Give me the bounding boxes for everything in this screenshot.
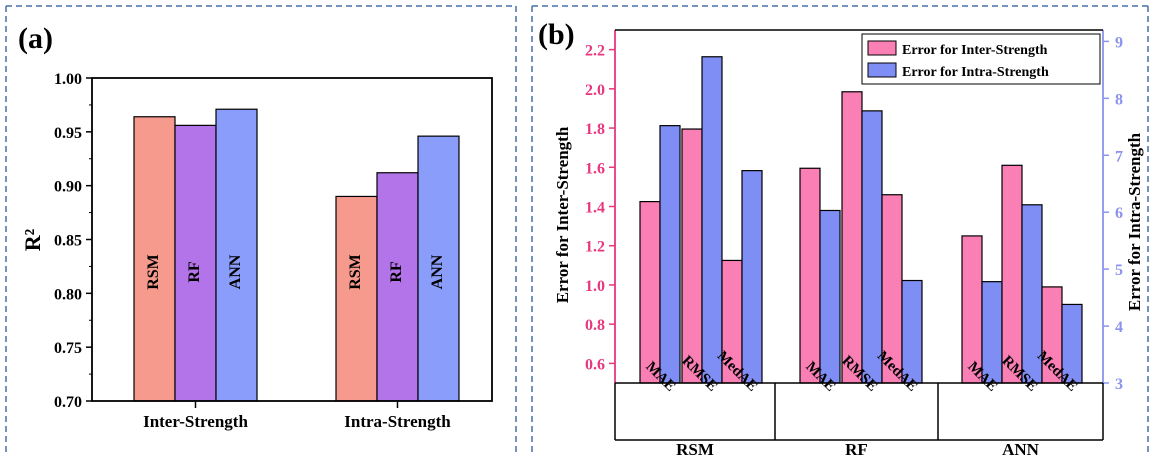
- bar-ann-1: [417, 135, 460, 402]
- y-tick-label-right: 3: [1115, 376, 1123, 393]
- y-tick-label-left: 1.8: [585, 121, 605, 138]
- bar-label: RF: [388, 261, 405, 283]
- bar-label: ANN: [429, 254, 446, 289]
- bar-rf-0: [174, 124, 217, 402]
- y-tick-label-right: 5: [1115, 262, 1123, 279]
- x-tick-label: Intra-Strength: [344, 412, 451, 431]
- y-tick-label: 0.80: [54, 286, 82, 303]
- panel-b: (b) 0.6 0.8 1.0 1.2 1.4 1.6 1.8 2.0 2.2 3 4 5 6 7 8 9 Err…: [538, 18, 1144, 459]
- y-tick-label-left: 0.8: [585, 317, 605, 334]
- y-tick-label-left: 0.6: [585, 356, 605, 373]
- bar-label: RSM: [347, 254, 364, 290]
- y-tick-label-right: 8: [1115, 91, 1123, 108]
- x-group-label: RSM: [676, 440, 714, 459]
- bar-intra-rsm-rmse: [701, 56, 723, 384]
- y-tick-label-left: 2.0: [585, 82, 605, 99]
- y-tick-label: 0.75: [54, 340, 82, 357]
- bar-label: RSM: [145, 254, 162, 290]
- panel-frames: [5, 5, 1149, 454]
- y-tick-label: 1.00: [54, 71, 82, 88]
- y-tick-label-left: 1.4: [585, 200, 605, 217]
- y-axis-label: R²: [20, 228, 45, 251]
- y-tick-label-left: 1.2: [585, 239, 605, 256]
- bar-ann-0: [215, 108, 258, 402]
- x-group-label: ANN: [1002, 440, 1040, 459]
- bar-label: ANN: [227, 254, 244, 289]
- bar-intra-rsm-medae: [741, 170, 763, 384]
- y-axis-label-right: Error for Intra-Strength: [1125, 132, 1144, 311]
- y-tick-label: 0.70: [54, 394, 82, 411]
- bar-rf-1: [376, 172, 419, 402]
- y-tick-label-right: 4: [1115, 319, 1123, 336]
- bar-inter-rf-mae: [799, 167, 821, 384]
- bar-label: RF: [186, 261, 203, 283]
- legend-label-intra: Error for Intra-Strength: [902, 65, 1049, 80]
- legend-box: [861, 33, 1101, 85]
- y-tick-label: 0.85: [54, 233, 82, 250]
- y-tick-label-right: 6: [1115, 205, 1123, 222]
- panel-b-label: (b): [538, 18, 575, 51]
- legend-swatch-inter: [867, 40, 897, 56]
- y-tick-label: 0.90: [54, 179, 82, 196]
- bar-intra-rsm-mae: [659, 125, 681, 384]
- plot-frame: [91, 77, 493, 402]
- bar-inter-rf-rmse: [841, 91, 863, 384]
- y-tick-label-left: 2.2: [585, 43, 605, 60]
- y-tick-label-left: 1.0: [585, 278, 605, 295]
- x-tick-label: Inter-Strength: [143, 412, 248, 431]
- y-tick-label: 0.95: [54, 125, 82, 142]
- legend: Error for Inter-Strength Error for Intra-…: [861, 33, 1101, 85]
- y-tick-label-right: 9: [1115, 34, 1123, 51]
- legend-label-inter: Error for Inter-Strength: [902, 43, 1048, 58]
- panel-a: (a) 0.70 0.75 0.80 0.85 0.90 0.95 1.00 R² RSM RF AN…: [18, 22, 493, 431]
- x-group-label: RF: [845, 440, 868, 459]
- y-axis-label-left: Error for Inter-Strength: [553, 126, 572, 303]
- bar-intra-rf-rmse: [861, 110, 883, 384]
- bar-inter-rsm-rmse: [681, 128, 703, 384]
- y-tick-label-right: 7: [1115, 148, 1123, 165]
- bar-inter-ann-rmse: [1001, 164, 1023, 384]
- y-tick-label-left: 1.6: [585, 160, 605, 177]
- bar-intra-rf-mae: [819, 209, 841, 384]
- panel-a-label: (a): [18, 22, 53, 55]
- bar-inter-rsm-mae: [639, 200, 661, 384]
- legend-swatch-intra: [867, 62, 897, 78]
- bar-rsm-1: [335, 195, 378, 402]
